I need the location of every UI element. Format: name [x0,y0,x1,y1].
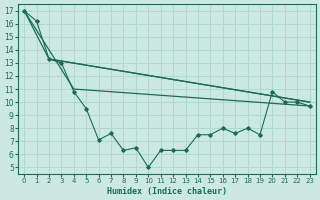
X-axis label: Humidex (Indice chaleur): Humidex (Indice chaleur) [107,187,227,196]
